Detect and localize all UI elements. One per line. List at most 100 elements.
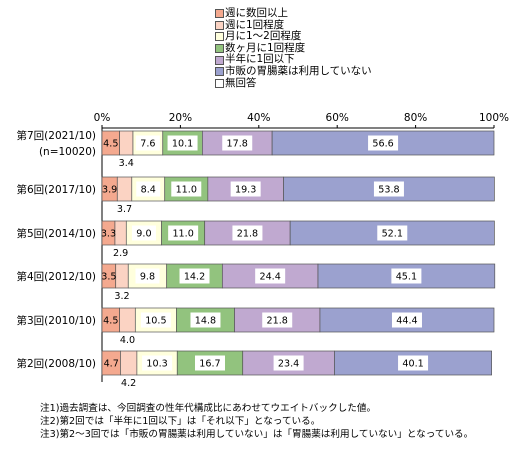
bar-segment [119,307,136,333]
bar-segment [319,307,495,333]
bar-value-label: 19.3 [235,185,256,196]
bar-value-label: 3.2 [114,291,129,302]
x-tick-label: 20% [169,112,192,124]
bar-label-box [391,268,422,284]
bar-value-label: 21.8 [267,316,288,327]
legend-swatch [215,9,224,19]
category-label: 第7回(2021/10) [17,129,97,142]
bar-label-box [179,268,210,284]
category-label: 第6回(2017/10) [17,183,97,196]
category-label: (n=10020) [39,146,96,158]
bar-label-box [135,135,160,151]
bar-value-label: 4.7 [104,359,119,370]
bar-value-label: 11.0 [172,229,193,240]
bar-value-label: 3.4 [119,158,134,169]
bar-label-box [230,181,261,197]
bar-value-label: 45.1 [396,272,417,283]
bar-value-label: 53.8 [378,185,399,196]
bar-value-label: 10.3 [146,359,167,370]
bar-value-label: 8.4 [141,185,156,196]
bar-label-box [377,225,408,241]
legend-swatch [215,55,224,65]
x-tick-label: 40% [247,112,270,124]
legend-swatch [215,32,224,42]
legend-label: 週に1回程度 [225,18,285,31]
bar-label-box [232,225,263,241]
x-tick-label: 100% [479,112,509,124]
bar-label-box [136,181,161,197]
bar-label-box [368,135,399,151]
bar-value-label: 3.5 [101,272,116,283]
legend-label: 数ヶ月に1回程度 [225,41,306,54]
bar-label-box [171,181,202,197]
bar-value-label: 3.7 [117,204,132,215]
bar-value-label: 10.5 [145,316,166,327]
bar-value-label: 44.4 [396,316,417,327]
bar-value-label: 4.5 [103,316,118,327]
footnote: 注1)過去調査は、今回調査の性年代構成比にあわせてウエイトバックした値。 [40,403,377,414]
bar-label-box [190,312,221,328]
legend-label: 半年に1回以下 [225,53,295,66]
bar-value-label: 3.9 [102,185,117,196]
legend-item: 無回答 [215,76,372,90]
category-label: 第3回(2010/10) [17,314,97,327]
legend-swatch [215,67,224,77]
bar-value-label: 4.2 [121,378,136,389]
legend-item: 市販の胃腸薬は利用していない [215,64,372,78]
bar-label-box [167,135,198,151]
bar-value-label: 24.4 [259,272,280,283]
bar-label-box [135,268,160,284]
stacked-bar-chart: 0% 20% 40% 60% 80% 100% 第7回(2021/10) (n=10020) 4… [17,112,510,389]
x-tick-label: 60% [326,112,349,124]
bar-value-label: 23.4 [278,359,299,370]
footnote: 注3)第2～3回では「市販の胃腸薬は利用していない」は「胃腸薬は利用していない」… [40,428,474,440]
bar-value-label: 21.8 [237,229,258,240]
legend-label: 無回答 [225,76,257,89]
bar-label-box [391,312,422,328]
footnotes: 注1)過去調査は、今回調査の性年代構成比にあわせてウエイトバックした値。 注2)… [40,403,473,441]
bar-label-box [273,355,304,371]
category-label: 第4回(2012/10) [17,270,97,283]
bar-label-box [262,312,293,328]
chart-legend: 週に数回以上 週に1回程度 月に1～2回程度 数ヶ月に1回程度 半年に1回以下 … [215,7,372,90]
bar-value-label: 14.8 [195,316,216,327]
legend-swatch [215,78,224,88]
bar-label-box [168,225,199,241]
bar-value-label: 56.6 [372,139,393,150]
legend-item: 数ヶ月に1回程度 [215,41,372,55]
bar-value-label: 2.9 [113,248,128,259]
x-tick-label: 80% [404,112,427,124]
legend-label: 市販の胃腸薬は利用していない [225,64,372,77]
bar-label-box [194,355,225,371]
bar-label-box [131,225,156,241]
legend-item: 週に数回以上 [215,7,372,20]
bar-value-label: 7.6 [140,139,155,150]
bar-label-box [140,312,171,328]
bar-value-label: 9.0 [136,229,151,240]
bar-segment [317,263,496,289]
x-tick-label: 0% [94,112,111,124]
bar-label-box [255,268,286,284]
bar-value-label: 3.3 [101,229,116,240]
bar-label-box [142,355,173,371]
bar-label-box [222,135,253,151]
bar-value-label: 11.0 [176,185,197,196]
bar-value-label: 52.1 [382,229,403,240]
bar-value-label: 9.8 [140,272,155,283]
bar-value-label: 14.2 [184,272,205,283]
legend-item: 半年に1回以下 [215,54,372,66]
legend-item: 月に1～2回程度 [215,31,372,43]
bar-value-label: 17.8 [227,139,248,150]
bar-segment [120,350,138,376]
category-label: 第5回(2014/10) [17,227,97,240]
legend-label: 週に数回以上 [225,7,288,19]
bar-label-box [373,181,404,197]
footnote: 注2)第2回では「半年に1回以下」は「それ以下」となっている。 [40,415,321,427]
category-label: 第2回(2008/10) [17,357,97,370]
legend-item: 週に1回程度 [215,18,372,32]
bar-segment [115,263,129,289]
bar-value-label: 4.5 [103,139,118,150]
bar-value-label: 4.0 [120,335,135,346]
bar-segment [114,220,127,246]
bar-label-box [398,355,429,371]
